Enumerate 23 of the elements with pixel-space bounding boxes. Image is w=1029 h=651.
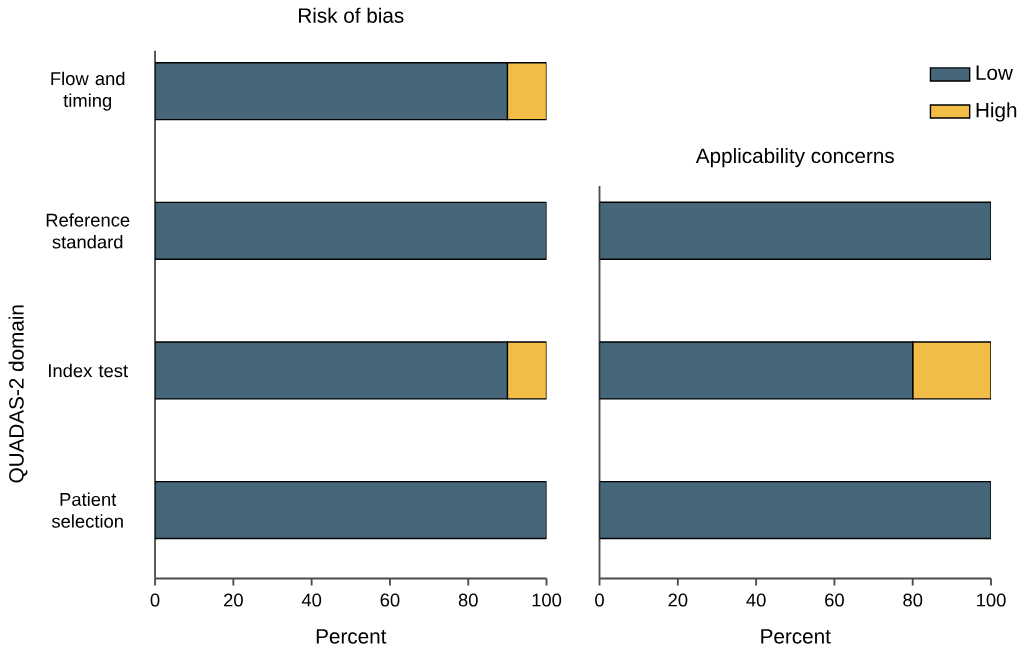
- x-tick-label: 80: [903, 593, 923, 607]
- x-tick-label: 60: [380, 593, 400, 607]
- y-tick-label: Flow and timing: [51, 71, 125, 111]
- x-axis-title: Percent: [761, 629, 831, 644]
- x-tick-label: 0: [150, 593, 160, 607]
- chart-title: Risk of bias: [299, 7, 404, 23]
- x-tick-label: 40: [301, 593, 322, 607]
- x-tick-label: 20: [224, 593, 243, 607]
- y-axis-title: QUADAS-2 domain: [8, 305, 28, 483]
- x-tick-label: 80: [458, 593, 478, 607]
- legend-label: Low: [976, 65, 1013, 80]
- legend-label: High: [976, 102, 1017, 122]
- chart-title: Applicability concerns: [695, 147, 894, 168]
- x-tick-label: 0: [595, 593, 604, 607]
- x-tick-label: 20: [668, 593, 688, 607]
- x-axis-title: Percent: [316, 629, 387, 644]
- y-tick-label: Index test: [49, 363, 128, 378]
- x-tick-label: 100: [977, 593, 1006, 607]
- x-tick-label: 100: [532, 593, 562, 607]
- x-tick-label: 60: [825, 593, 844, 607]
- y-tick-label: Patient selection: [51, 492, 123, 528]
- y-tick-label: Reference standard: [46, 213, 130, 249]
- x-tick-label: 40: [746, 593, 766, 607]
